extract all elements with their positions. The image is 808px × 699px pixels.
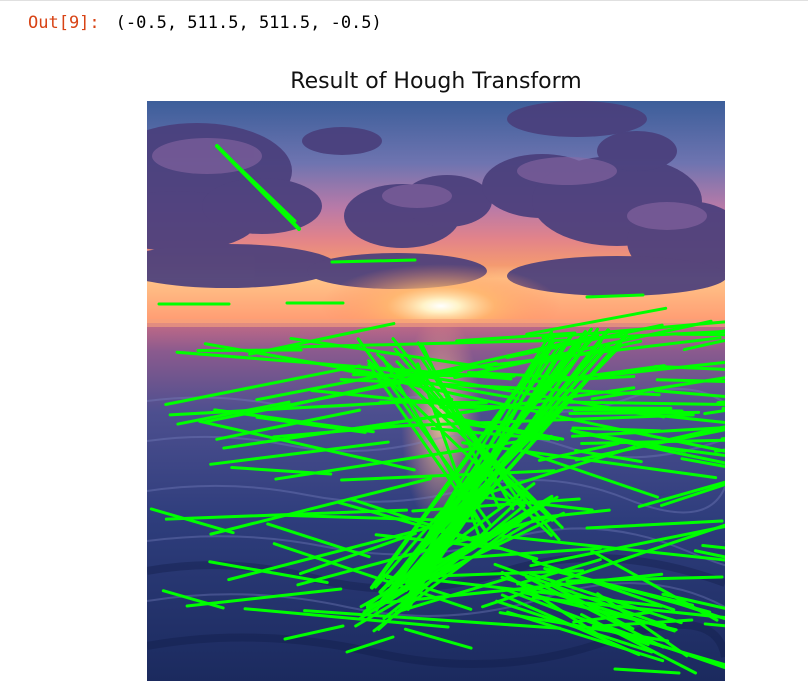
hough-line [164, 364, 362, 407]
hough-line [574, 448, 643, 464]
hough-line [282, 338, 568, 349]
hough-line [266, 522, 371, 559]
hough-line [209, 477, 433, 536]
hough-line [525, 306, 668, 336]
hough-line [243, 607, 450, 629]
hough-line [572, 430, 725, 465]
hough-line [693, 549, 725, 559]
hough-line [567, 400, 725, 407]
hough-line [580, 438, 725, 446]
hough-line [549, 567, 712, 614]
hough-line [399, 336, 722, 378]
hough-line [661, 592, 725, 610]
hough-line [592, 330, 725, 340]
hough-line [185, 587, 343, 608]
hough-result-image [147, 101, 725, 681]
hough-line [161, 589, 225, 610]
hough-line-overlay [149, 144, 725, 675]
hough-line [565, 575, 724, 583]
hough-line [272, 423, 417, 439]
hough-line [676, 332, 725, 337]
hough-line [585, 519, 724, 530]
hough-line [175, 350, 513, 381]
hough-line [303, 609, 562, 630]
hough-line [541, 320, 725, 340]
hough-line [455, 331, 577, 343]
hough-line [429, 578, 664, 608]
hough-line [572, 408, 684, 413]
hough-line [222, 400, 534, 450]
matplotlib-figure: Result of Hough Transform [147, 67, 725, 682]
hough-line [654, 445, 725, 458]
hough-line [571, 426, 662, 433]
hough-line [500, 570, 601, 637]
hough-line [213, 408, 375, 434]
hough-line [310, 389, 417, 403]
hough-line [149, 507, 235, 535]
hough-line [659, 483, 725, 507]
hough-line [416, 341, 515, 511]
hough-line [655, 378, 725, 384]
hough-line [289, 336, 496, 371]
hough-line [580, 613, 698, 675]
hough-line [498, 611, 670, 643]
hough-line [548, 582, 635, 631]
hough-line [493, 562, 667, 627]
hough-line [506, 610, 665, 663]
hough-line [637, 480, 725, 509]
hough-line [215, 408, 362, 441]
hough-line [208, 560, 329, 584]
hough-line [585, 293, 645, 299]
hough-line [359, 496, 554, 609]
hough-line [419, 356, 525, 509]
hough-line [330, 258, 417, 264]
hough-line [654, 364, 725, 371]
hough-line [596, 592, 689, 658]
hough-line [378, 400, 488, 405]
hough-line [613, 667, 681, 675]
hough-line [283, 624, 345, 641]
hough-line [654, 389, 725, 399]
hough-line [616, 409, 725, 425]
hough-line [416, 362, 481, 539]
hough-line [380, 355, 492, 541]
hough-line [597, 360, 725, 378]
hough-line [367, 359, 553, 538]
hough-line [574, 428, 725, 462]
figure-title: Result of Hough Transform [290, 69, 582, 94]
hough-line [373, 338, 556, 585]
hough-line [345, 635, 395, 654]
hough-line [247, 322, 396, 356]
output-row: Out[9]: (-0.5, 511.5, 511.5, -0.5) [28, 12, 382, 34]
hough-line [529, 524, 725, 568]
hough-line [220, 149, 297, 223]
hough-line [606, 625, 725, 670]
hough-line [528, 572, 683, 625]
output-prompt: Out[9]: [28, 13, 100, 33]
hough-line [354, 517, 538, 628]
hough-line [365, 482, 536, 608]
plot-area [147, 101, 725, 681]
cell-top-border [0, 0, 808, 1]
hough-line [403, 627, 473, 650]
output-value: (-0.5, 511.5, 511.5, -0.5) [115, 13, 382, 33]
hough-line [531, 559, 676, 612]
hough-line [255, 374, 383, 402]
hough-line [664, 425, 725, 442]
hough-line [403, 328, 611, 593]
hough-line [209, 440, 390, 466]
hough-line [377, 493, 527, 631]
hough-line [590, 376, 725, 401]
